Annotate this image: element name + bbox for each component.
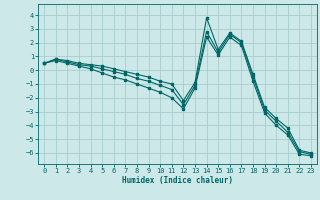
X-axis label: Humidex (Indice chaleur): Humidex (Indice chaleur) bbox=[122, 176, 233, 185]
